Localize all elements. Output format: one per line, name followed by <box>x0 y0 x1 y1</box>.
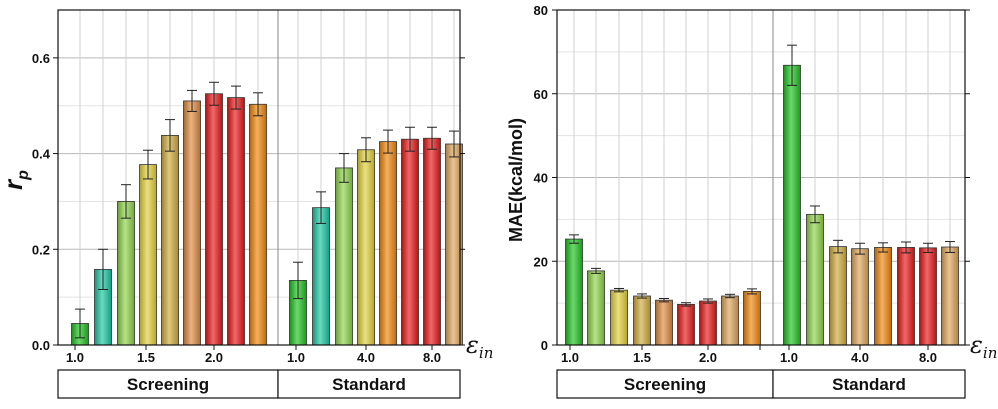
bar <box>249 103 267 346</box>
bar <box>851 248 869 346</box>
x-axis-title: εin <box>466 331 493 362</box>
bar <box>677 303 695 346</box>
bar <box>379 141 397 346</box>
bar <box>941 246 959 346</box>
x-axis-title: εin <box>970 331 997 362</box>
y-tick-label: 0 <box>541 338 548 353</box>
group-label-box <box>277 369 461 399</box>
x-tick-label: 4.0 <box>851 350 869 365</box>
y-tick-label: 0.0 <box>32 338 50 353</box>
bar <box>721 295 739 346</box>
x-tick-label: 8.0 <box>919 350 937 365</box>
group-label-box <box>772 369 966 399</box>
bar <box>357 149 375 346</box>
group-label-box <box>556 369 774 399</box>
bar <box>897 247 915 346</box>
bar <box>401 138 419 346</box>
right-chart-panel: 1.0 1.5 2.0 1.0 4.0 8.0 0 20 40 60 80 MAE(kcal/mol)… <box>506 3 997 399</box>
bar <box>806 213 824 346</box>
x-tick-label: 4.0 <box>357 350 375 365</box>
bar <box>587 270 605 346</box>
bar <box>919 247 937 346</box>
left-chart-panel: 1.0 1.5 2.0 1.0 4.0 8.0 0.0 0.2 0.4 0.6 rp εin Scree… <box>0 9 493 399</box>
x-tick-label: 1.5 <box>137 350 155 365</box>
x-tick-label: 1.0 <box>780 350 798 365</box>
bar <box>565 238 583 346</box>
bar <box>699 300 717 346</box>
x-tick-label: 1.5 <box>633 350 651 365</box>
bar <box>829 246 847 346</box>
bar <box>874 247 892 346</box>
x-tick-label: 1.0 <box>66 350 84 365</box>
bar <box>783 64 801 346</box>
bar <box>423 137 441 346</box>
bar <box>205 93 223 346</box>
group-label: Standard <box>832 375 906 394</box>
y-tick-label: 0.6 <box>32 51 50 66</box>
bar <box>335 167 353 346</box>
group-label: Screening <box>624 375 706 394</box>
bar <box>655 299 673 346</box>
bar <box>633 295 651 346</box>
y-axis-title: rp <box>0 170 32 190</box>
bar <box>312 207 330 346</box>
bar <box>227 97 245 346</box>
bar <box>743 290 761 346</box>
x-tick-label: 8.0 <box>423 350 441 365</box>
x-tick-label: 2.0 <box>205 350 223 365</box>
group-label: Standard <box>332 375 406 394</box>
y-tick-label: 60 <box>534 87 548 102</box>
bar <box>161 134 179 346</box>
bar <box>139 164 157 346</box>
y-tick-label: 20 <box>534 254 548 269</box>
y-tick-label: 80 <box>534 3 548 18</box>
bar <box>183 100 201 346</box>
group-label: Screening <box>127 375 209 394</box>
y-tick-label: 0.2 <box>32 242 50 257</box>
y-tick-label: 0.4 <box>32 147 51 162</box>
x-tick-label: 1.0 <box>561 350 579 365</box>
x-tick-label: 1.0 <box>287 350 305 365</box>
bar <box>610 289 628 346</box>
plot-frame <box>57 9 461 346</box>
y-tick-label: 40 <box>534 171 548 186</box>
y-axis-title: MAE(kcal/mol) <box>506 118 526 242</box>
group-label-box <box>57 369 279 399</box>
x-tick-label: 2.0 <box>699 350 717 365</box>
bar <box>117 201 135 346</box>
